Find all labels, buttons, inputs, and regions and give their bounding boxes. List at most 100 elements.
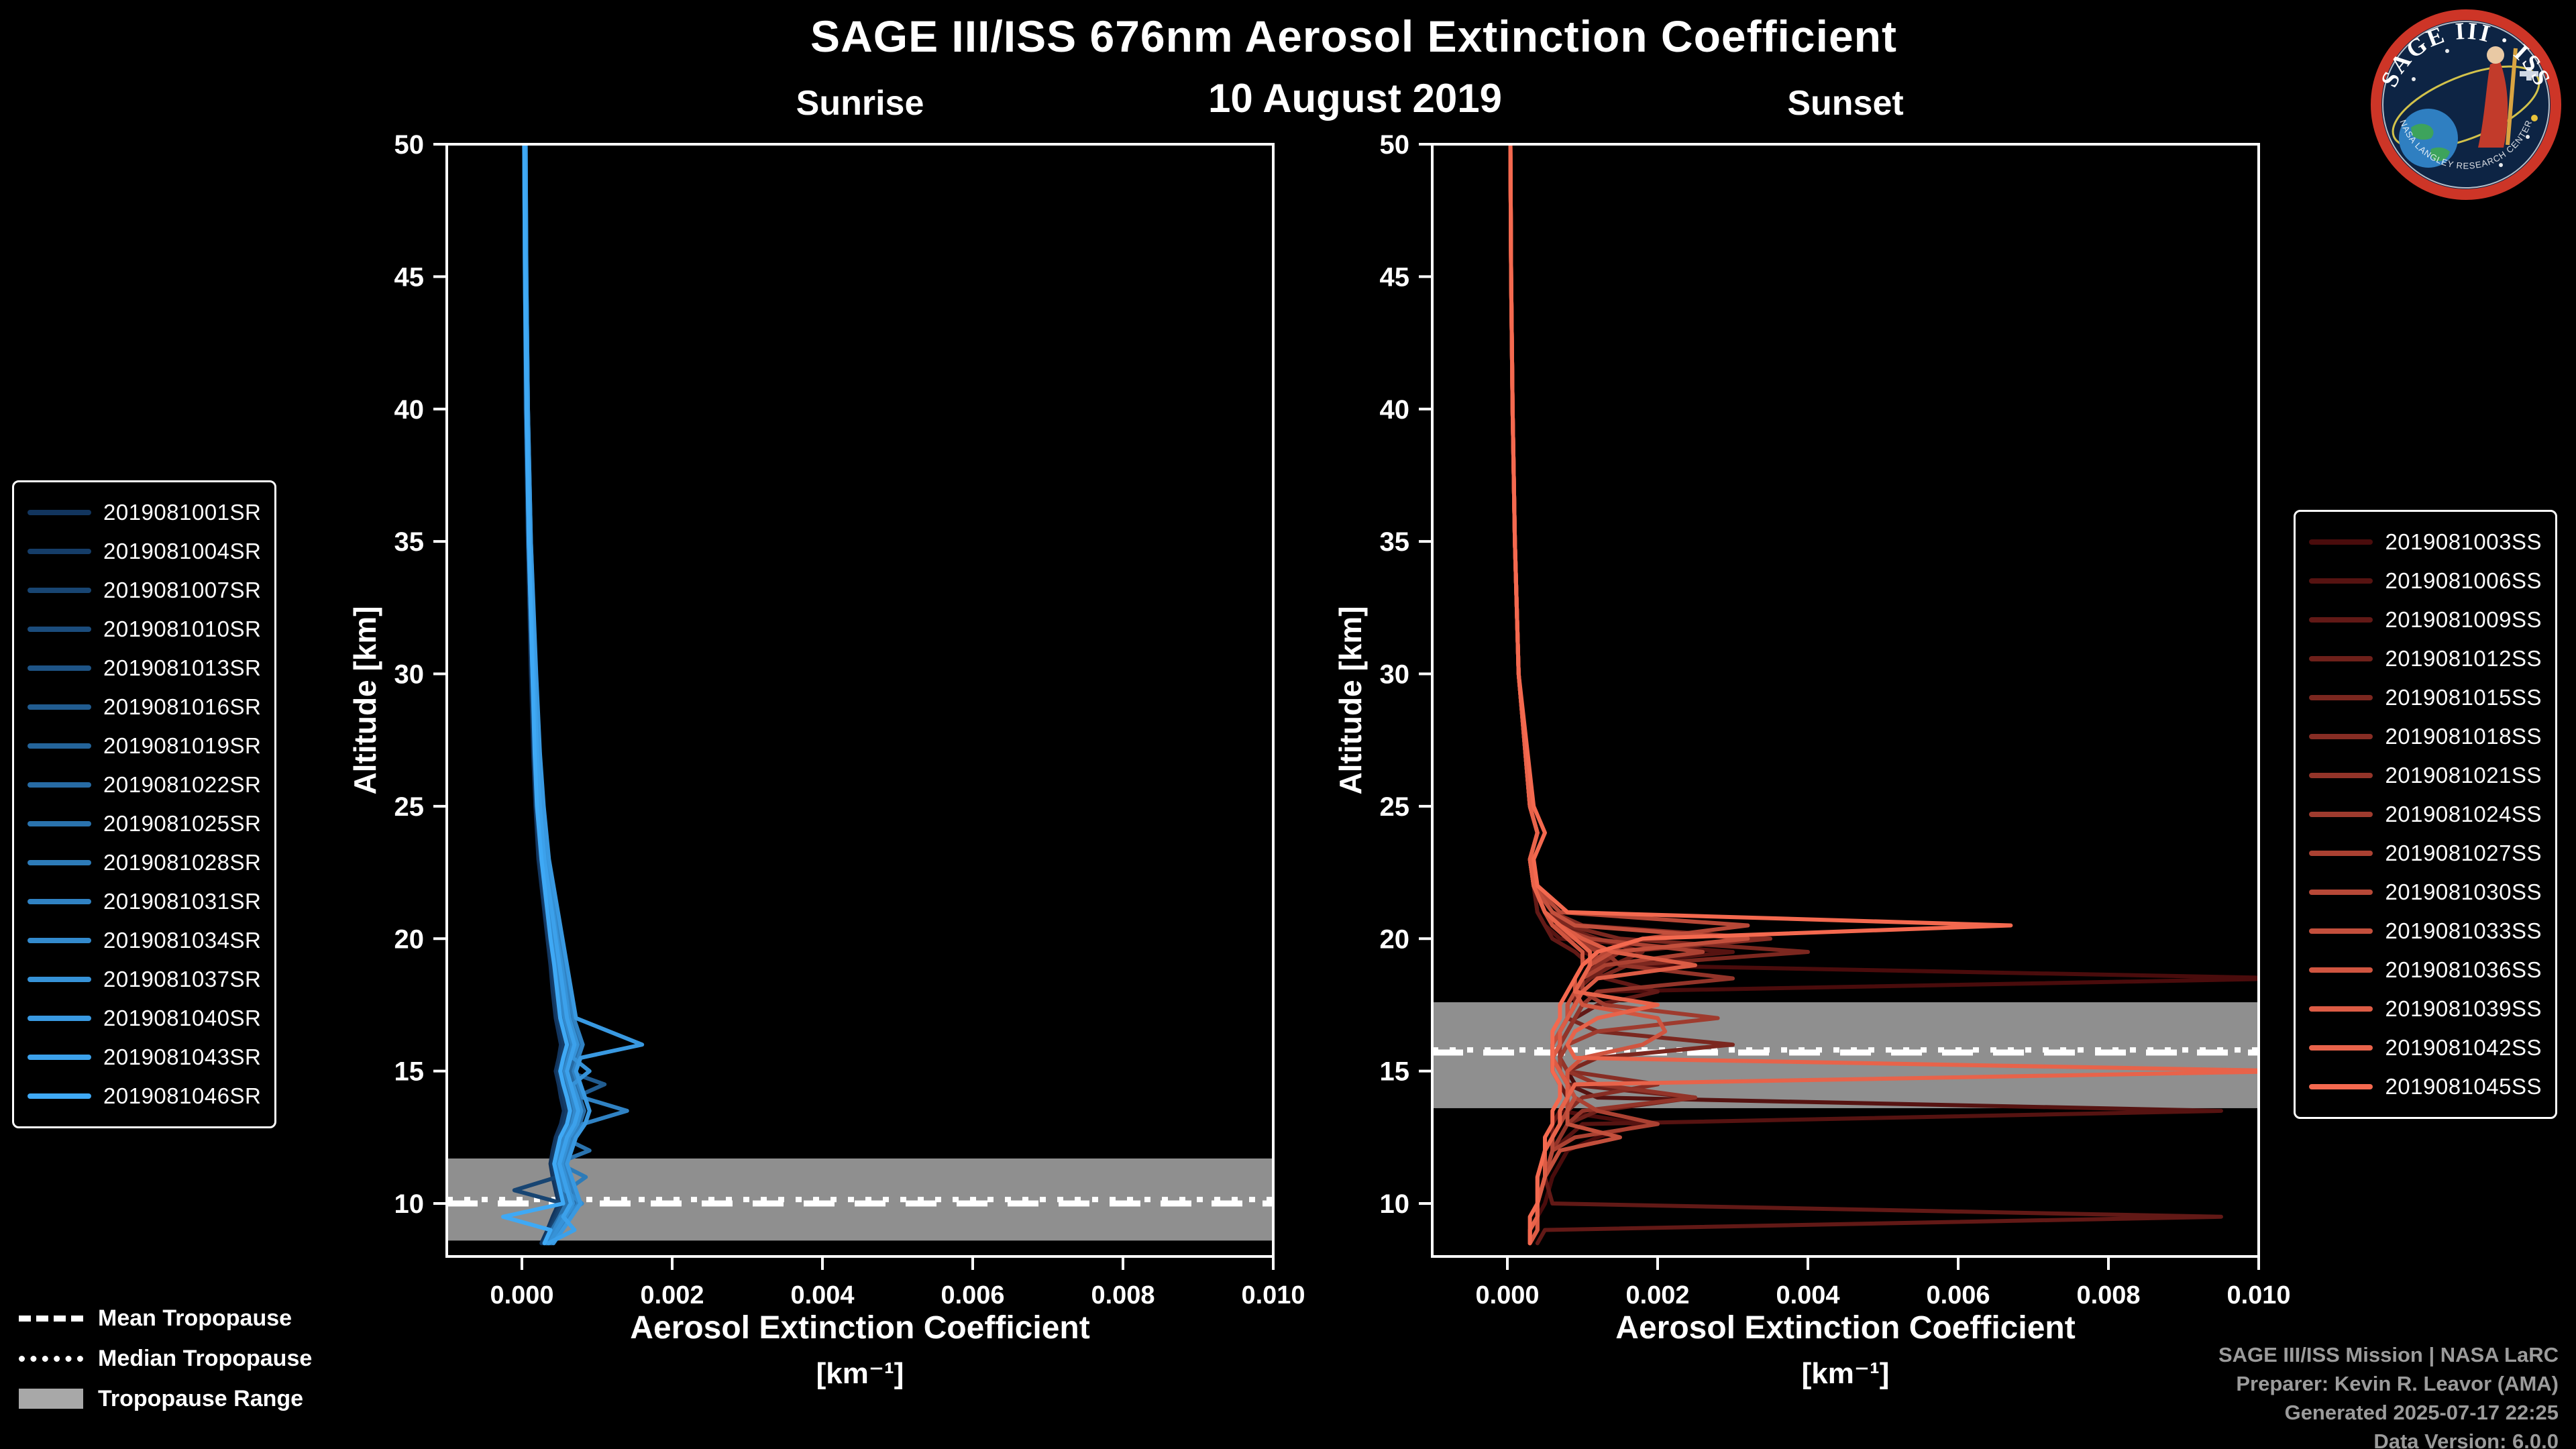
legend-label: 2019081033SS: [2385, 918, 2542, 943]
legend-item: 2019081021SS: [2309, 756, 2542, 795]
legend-label: 2019081043SR: [103, 1044, 262, 1069]
x-tick-label: 0.002: [1625, 1281, 1689, 1309]
y-tick-label: 45: [394, 262, 425, 292]
y-tick-label: 45: [1380, 262, 1410, 292]
y-tick-label: 15: [1380, 1057, 1410, 1087]
legend-item: 2019081037SR: [28, 960, 261, 999]
logo-orbit: [2392, 65, 2540, 150]
legend-swatch: [28, 627, 91, 632]
legend-swatch: [2309, 1006, 2373, 1012]
legend-swatch: [2309, 928, 2373, 934]
page-title: SAGE III/ISS 676nm Aerosol Extinction Co…: [810, 11, 1897, 61]
legend-label: 2019081006SS: [2385, 568, 2542, 593]
legend-item: 2019081009SS: [2309, 600, 2542, 639]
legend-item: 2019081042SS: [2309, 1028, 2542, 1067]
legend-swatch: [28, 704, 91, 710]
y-tick-label: 40: [1380, 395, 1410, 425]
legend-item: 2019081028SR: [28, 843, 261, 882]
legend-swatch: [28, 665, 91, 671]
legend-item: 2019081030SS: [2309, 873, 2542, 912]
x-tick-label: 0.000: [490, 1281, 553, 1309]
x-tick-label: 0.008: [2076, 1281, 2140, 1309]
legend-item: 2019081027SS: [2309, 834, 2542, 873]
legend-swatch: [28, 743, 91, 749]
band-line-sample: [19, 1389, 83, 1409]
sunrise-panel-title: Sunrise: [796, 84, 924, 123]
tropopause-legend-label: Median Tropopause: [98, 1345, 313, 1371]
sunset-x-axis-label: Aerosol Extinction Coefficient: [1615, 1310, 2076, 1346]
legend-swatch: [2309, 812, 2373, 817]
legend-swatch: [28, 977, 91, 982]
legend-swatch: [28, 938, 91, 943]
x-tick-label: 0.008: [1091, 1281, 1155, 1309]
legend-label: 2019081013SR: [103, 655, 262, 680]
legend-swatch: [28, 510, 91, 515]
legend-item: 2019081004SR: [28, 532, 261, 571]
legend-swatch: [2309, 578, 2373, 584]
sunset-y-axis-label: Altitude [km]: [1333, 606, 1368, 795]
legend-label: 2019081046SR: [103, 1083, 262, 1108]
legend-label: 2019081037SR: [103, 967, 262, 991]
legend-label: 2019081036SS: [2385, 957, 2542, 982]
legend-item: 2019081036SS: [2309, 951, 2542, 989]
y-tick-label: 35: [394, 527, 425, 557]
legend-item: 2019081003SS: [2309, 523, 2542, 561]
legend-swatch: [28, 860, 91, 865]
sunset-x-axis-units: [km⁻¹]: [1801, 1357, 1890, 1390]
legend-label: 2019081042SS: [2385, 1035, 2542, 1060]
x-tick-label: 0.004: [1776, 1281, 1839, 1309]
y-tick-label: 30: [394, 660, 425, 690]
legend-label: 2019081039SS: [2385, 996, 2542, 1021]
footer-generated: Generated 2025-07-17 22:25: [2284, 1401, 2559, 1424]
y-tick-label: 15: [394, 1057, 425, 1087]
legend-swatch: [2309, 734, 2373, 739]
tropopause-legend-label: Mean Tropopause: [98, 1305, 292, 1331]
legend-item: 2019081039SS: [2309, 989, 2542, 1028]
x-tick-label: 0.006: [941, 1281, 1004, 1309]
dashed-line-sample: [19, 1315, 83, 1322]
footer-mission: SAGE III/ISS Mission | NASA LaRC: [2218, 1343, 2559, 1366]
legend-label: 2019081021SS: [2385, 763, 2542, 788]
tropopause-legend-label: Tropopause Range: [98, 1385, 304, 1411]
tropopause-legend-item: Tropopause Range: [19, 1383, 312, 1414]
legend-swatch: [28, 1055, 91, 1060]
logo-figure: [2478, 60, 2508, 148]
y-tick-label: 30: [1380, 660, 1410, 690]
legend-item: 2019081012SS: [2309, 639, 2542, 678]
tropopause-legend-item: Median Tropopause: [19, 1343, 312, 1374]
profile-line-2019081046SR: [501, 144, 572, 1246]
legend-label: 2019081040SR: [103, 1006, 262, 1030]
legend-swatch: [2309, 617, 2373, 623]
legend-item: 2019081040SR: [28, 999, 261, 1038]
legend-item: 2019081007SR: [28, 571, 261, 610]
panel-border: [1431, 143, 2260, 1258]
legend-swatch: [2309, 695, 2373, 700]
legend-label: 2019081004SR: [103, 539, 262, 564]
dotted-line-sample: [19, 1355, 83, 1362]
legend-swatch: [28, 1093, 91, 1099]
date-subtitle: 10 August 2019: [1208, 76, 1502, 121]
x-tick-label: 0.006: [1926, 1281, 1990, 1309]
legend-label: 2019081009SS: [2385, 607, 2542, 632]
y-tick-label: 35: [1380, 527, 1410, 557]
legend-swatch: [28, 588, 91, 593]
sunrise-x-axis-label: Aerosol Extinction Coefficient: [630, 1310, 1090, 1346]
legend-label: 2019081027SS: [2385, 841, 2542, 865]
legend-label: 2019081007SR: [103, 578, 262, 602]
legend-item: 2019081043SR: [28, 1038, 261, 1077]
legend-item: 2019081034SR: [28, 921, 261, 960]
x-tick-label: 0.000: [1475, 1281, 1539, 1309]
legend-label: 2019081034SR: [103, 928, 262, 953]
legend-label: 2019081010SR: [103, 616, 262, 641]
y-tick-label: 50: [1380, 130, 1410, 160]
x-tick-label: 0.010: [2226, 1281, 2290, 1309]
legend-item: 2019081013SR: [28, 649, 261, 688]
tropopause-legend-item: Mean Tropopause: [19, 1303, 312, 1334]
profile-line-2019081045SS: [1508, 144, 2013, 1246]
logo-inner-ring: [2382, 21, 2550, 189]
legend-swatch: [28, 1016, 91, 1021]
legend-label: 2019081025SR: [103, 811, 262, 836]
legend-label: 2019081016SR: [103, 694, 262, 719]
legend-swatch: [2309, 851, 2373, 856]
logo-earth-land: [2411, 123, 2434, 140]
